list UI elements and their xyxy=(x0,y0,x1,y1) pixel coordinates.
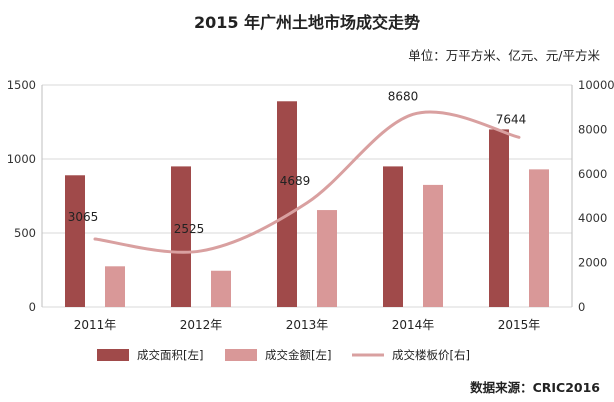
left-axis-ticks: 0 500 1000 1500 xyxy=(7,78,36,314)
price-data-label: 8680 xyxy=(388,89,419,103)
bar-area xyxy=(383,166,403,307)
bar-amount xyxy=(105,266,125,307)
right-tick-label: 6000 xyxy=(578,167,607,181)
right-tick-label: 2000 xyxy=(578,256,607,270)
bars-group xyxy=(65,101,549,307)
price-data-label: 7644 xyxy=(496,112,527,126)
left-tick-label: 1000 xyxy=(7,152,36,166)
right-tick-label: 10000 xyxy=(578,78,614,92)
legend-swatch xyxy=(225,349,257,361)
bar-area xyxy=(65,175,85,307)
legend: 成交面积[左] 成交金额[左] 成交楼板价[右] xyxy=(97,348,470,362)
right-tick-label: 0 xyxy=(578,300,585,314)
price-line xyxy=(93,110,521,254)
left-tick-label: 1500 xyxy=(7,78,36,92)
grid-lines xyxy=(41,84,573,308)
chart-title: 2015 年广州土地市场成交走势 xyxy=(194,13,420,32)
x-category-label: 2012年 xyxy=(180,318,223,332)
line-group: 3065 2525 4689 8680 7644 xyxy=(68,89,527,254)
chart-subtitle-units: 单位：万平方米、亿元、元/平方米 xyxy=(408,48,600,63)
price-data-label: 4689 xyxy=(280,174,311,188)
right-tick-label: 8000 xyxy=(578,122,607,136)
bar-area xyxy=(489,129,509,307)
x-category-label: 2014年 xyxy=(392,318,435,332)
right-axis-ticks: 0 2000 4000 6000 8000 10000 xyxy=(578,78,614,314)
bar-amount xyxy=(529,169,549,307)
x-category-label: 2015年 xyxy=(498,318,541,332)
x-category-label: 2011年 xyxy=(74,318,117,332)
bar-amount xyxy=(423,184,443,307)
legend-label: 成交楼板价[右] xyxy=(392,348,470,362)
price-data-label: 2525 xyxy=(174,222,205,236)
price-data-label: 3065 xyxy=(68,210,99,224)
bar-amount xyxy=(211,270,231,307)
bar-amount xyxy=(317,210,337,307)
left-tick-label: 500 xyxy=(14,226,36,240)
bar-area xyxy=(277,101,297,307)
x-category-label: 2013年 xyxy=(286,318,329,332)
left-tick-label: 0 xyxy=(29,300,36,314)
bar-area xyxy=(171,166,191,307)
right-tick-label: 4000 xyxy=(578,211,607,225)
legend-label: 成交金额[左] xyxy=(265,348,331,362)
x-category-labels: 2011年 2012年 2013年 2014年 2015年 xyxy=(74,318,541,332)
source-note: 数据来源：CRIC2016 xyxy=(469,380,600,395)
legend-swatch xyxy=(97,349,129,361)
legend-label: 成交面积[左] xyxy=(137,348,203,362)
